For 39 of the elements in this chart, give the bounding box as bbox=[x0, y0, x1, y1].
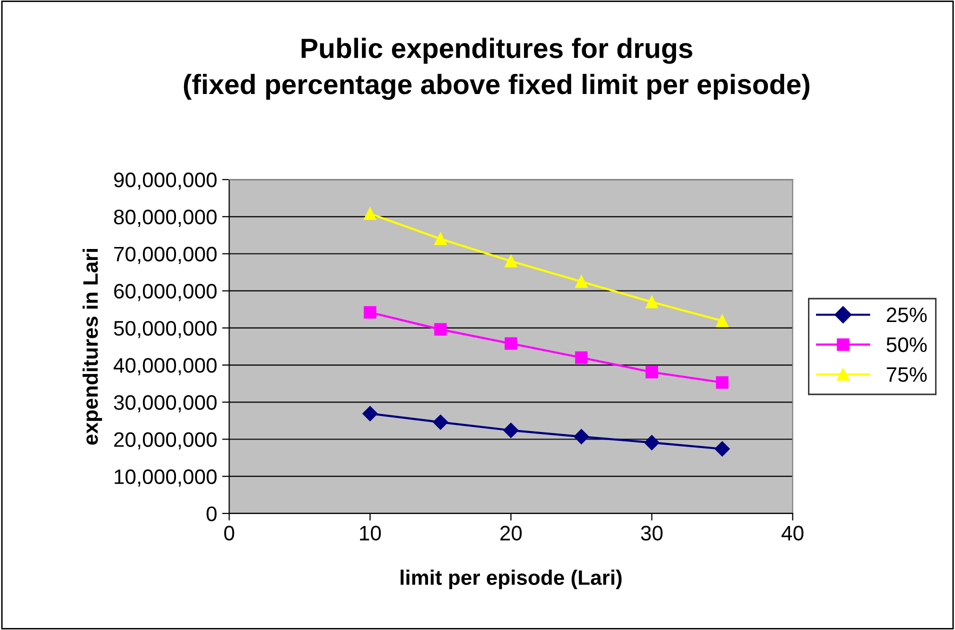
chart-title: Public expenditures for drugs (fixed percentage above fixed limit per episode) bbox=[184, 38, 810, 100]
y-tick-label: 20,000,000 bbox=[114, 432, 217, 450]
y-tick-label: 0 bbox=[206, 506, 217, 522]
x-tick-label: 20 bbox=[500, 526, 522, 541]
point bbox=[504, 337, 518, 350]
y-tick-label: 60,000,000 bbox=[114, 284, 217, 302]
point bbox=[716, 376, 728, 389]
y-tick-label: 80,000,000 bbox=[114, 210, 217, 227]
point bbox=[714, 441, 730, 456]
y-axis-title: expenditures in Lari bbox=[82, 248, 102, 445]
y-tick-label: 70,000,000 bbox=[114, 246, 217, 264]
x-tick-label: 40 bbox=[782, 526, 804, 541]
point bbox=[503, 422, 518, 438]
point bbox=[434, 232, 447, 246]
point bbox=[504, 254, 518, 268]
y-tick-label: 90,000,000 bbox=[114, 172, 217, 190]
legend-label: 50% bbox=[886, 337, 927, 352]
legend-label: 25% bbox=[886, 308, 927, 322]
point bbox=[644, 435, 660, 450]
point bbox=[362, 406, 378, 422]
y-tick-label: 10,000,000 bbox=[114, 469, 217, 487]
point bbox=[434, 323, 447, 336]
x-tick-label: 10 bbox=[360, 526, 381, 541]
point bbox=[432, 414, 448, 430]
y-tick-label: 50,000,000 bbox=[114, 320, 217, 338]
y-tick-label: 40,000,000 bbox=[114, 358, 217, 376]
x-axis-title: limit per episode (Lari) bbox=[400, 570, 622, 590]
point bbox=[574, 429, 589, 444]
y-tick-label: 30,000,000 bbox=[114, 395, 217, 412]
point bbox=[364, 207, 376, 220]
point bbox=[646, 366, 658, 378]
x-tick-label: 30 bbox=[640, 526, 663, 541]
point bbox=[575, 351, 588, 364]
point bbox=[364, 306, 376, 319]
point bbox=[646, 296, 658, 308]
point bbox=[716, 314, 728, 328]
x-tick-label: 0 bbox=[224, 526, 234, 541]
legend-label: 75% bbox=[886, 367, 927, 382]
point bbox=[575, 275, 588, 288]
